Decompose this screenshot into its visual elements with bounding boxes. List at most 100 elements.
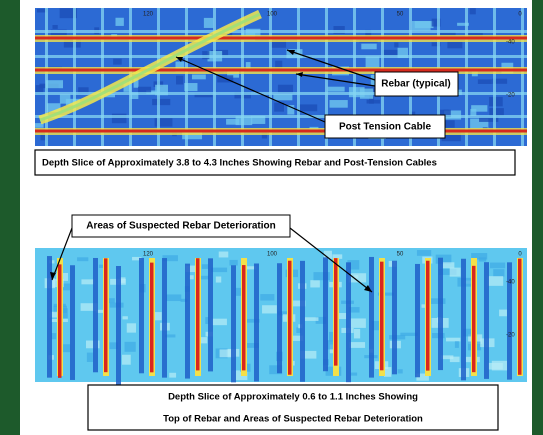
scan-texture: [350, 373, 357, 376]
scan-texture: [447, 42, 462, 48]
axis-label: 100: [267, 12, 278, 18]
rebar-stripe: [242, 265, 246, 370]
scan-texture: [87, 353, 93, 362]
scan-gridline: [45, 8, 48, 146]
scan-texture: [278, 85, 293, 93]
scan-texture: [305, 317, 319, 321]
scan-texture: [152, 99, 170, 105]
scan-texture: [499, 310, 507, 317]
scan-texture: [262, 305, 277, 313]
scan-texture: [310, 280, 320, 287]
scan-gridline: [157, 8, 160, 146]
scan-texture: [169, 373, 176, 378]
deep-stripe: [369, 257, 374, 378]
scan-texture: [204, 18, 213, 28]
scan-texture: [202, 264, 208, 269]
scan-texture: [398, 369, 403, 373]
scan-gridline: [101, 8, 104, 146]
deep-stripe: [346, 262, 351, 382]
rebar-stripe: [150, 263, 154, 373]
scan-gridline: [521, 8, 524, 146]
rebar: [35, 69, 527, 72]
scan-texture: [192, 74, 206, 79]
axis-label: 50: [397, 252, 404, 258]
scan-texture: [470, 8, 476, 14]
rebar: [35, 37, 527, 40]
rebar-stripe: [380, 262, 384, 371]
deep-stripe: [415, 264, 420, 377]
rebar-stripe: [334, 258, 338, 366]
axis-label: 120: [143, 252, 154, 258]
scan-texture: [446, 338, 460, 342]
scan-texture: [298, 104, 317, 111]
scan-gridline: [493, 8, 496, 146]
scan-gridline: [35, 115, 527, 118]
scan-texture: [349, 342, 365, 348]
scan-texture: [490, 263, 505, 269]
scan-texture: [366, 57, 380, 68]
label-text: Areas of Suspected Rebar Deterioration: [86, 221, 276, 232]
scan-texture: [219, 252, 229, 258]
axis-label: 50: [397, 12, 404, 18]
scan-texture: [115, 18, 123, 26]
rebar-stripe: [518, 259, 522, 375]
scan-texture: [127, 323, 136, 332]
rebar-stripe: [196, 258, 200, 370]
scan-gridline: [213, 8, 216, 146]
scan-texture: [367, 100, 381, 104]
deep-stripe: [277, 263, 282, 373]
scan-texture: [471, 105, 487, 111]
scan-texture: [443, 262, 455, 268]
scan-texture: [46, 80, 63, 88]
scan-texture: [450, 268, 461, 277]
scan-texture: [455, 341, 459, 348]
deep-stripe: [208, 258, 213, 371]
scan-texture: [122, 355, 131, 365]
scan-texture: [478, 79, 492, 84]
axis-label: 120: [143, 12, 154, 18]
deep-stripe: [139, 258, 144, 373]
scan-gridline: [185, 8, 188, 146]
scan-gridline: [241, 8, 244, 146]
deep-stripe: [323, 257, 328, 371]
scan-texture: [330, 100, 348, 108]
deep-stripe: [185, 264, 190, 379]
axis-label: -40: [506, 40, 515, 46]
scan-texture: [113, 59, 122, 65]
scan-gridline: [297, 8, 300, 146]
caption: Depth Slice of Approximately 3.8 to 4.3 …: [42, 158, 437, 169]
scan-texture: [216, 277, 221, 283]
deep-stripe: [484, 262, 489, 379]
axis-label: 100: [267, 252, 278, 258]
scan-texture: [394, 42, 398, 47]
deep-stripe: [116, 266, 121, 388]
scan-texture: [166, 294, 181, 301]
scan-texture: [329, 332, 333, 342]
scan-texture: [81, 279, 94, 284]
scan-texture: [176, 76, 183, 85]
caption-line: Top of Rebar and Areas of Suspected Reba…: [163, 414, 423, 425]
scan-gridline: [73, 8, 76, 146]
rebar-stripe: [288, 261, 292, 375]
scan-texture: [415, 21, 434, 28]
scan-texture: [77, 257, 88, 261]
scan-texture: [493, 269, 504, 276]
rebar: [35, 130, 527, 133]
callout-text: Rebar (typical): [381, 79, 450, 90]
scan-texture: [328, 87, 345, 92]
scan-texture: [350, 318, 366, 327]
axis-label: -40: [506, 280, 515, 286]
scan-texture: [212, 319, 227, 325]
rebar-stripe: [426, 261, 430, 371]
scan-texture: [229, 260, 237, 266]
scan-gridline: [35, 30, 527, 33]
scan-texture: [417, 250, 431, 256]
axis-label: -20: [506, 333, 515, 339]
scan-texture: [361, 44, 376, 50]
scan-texture: [384, 367, 391, 377]
deep-stripe: [254, 263, 259, 381]
scan-gridline: [35, 55, 527, 58]
scan-gridline: [465, 8, 468, 146]
rebar-stripe: [472, 266, 476, 372]
deep-stripe: [438, 258, 443, 370]
